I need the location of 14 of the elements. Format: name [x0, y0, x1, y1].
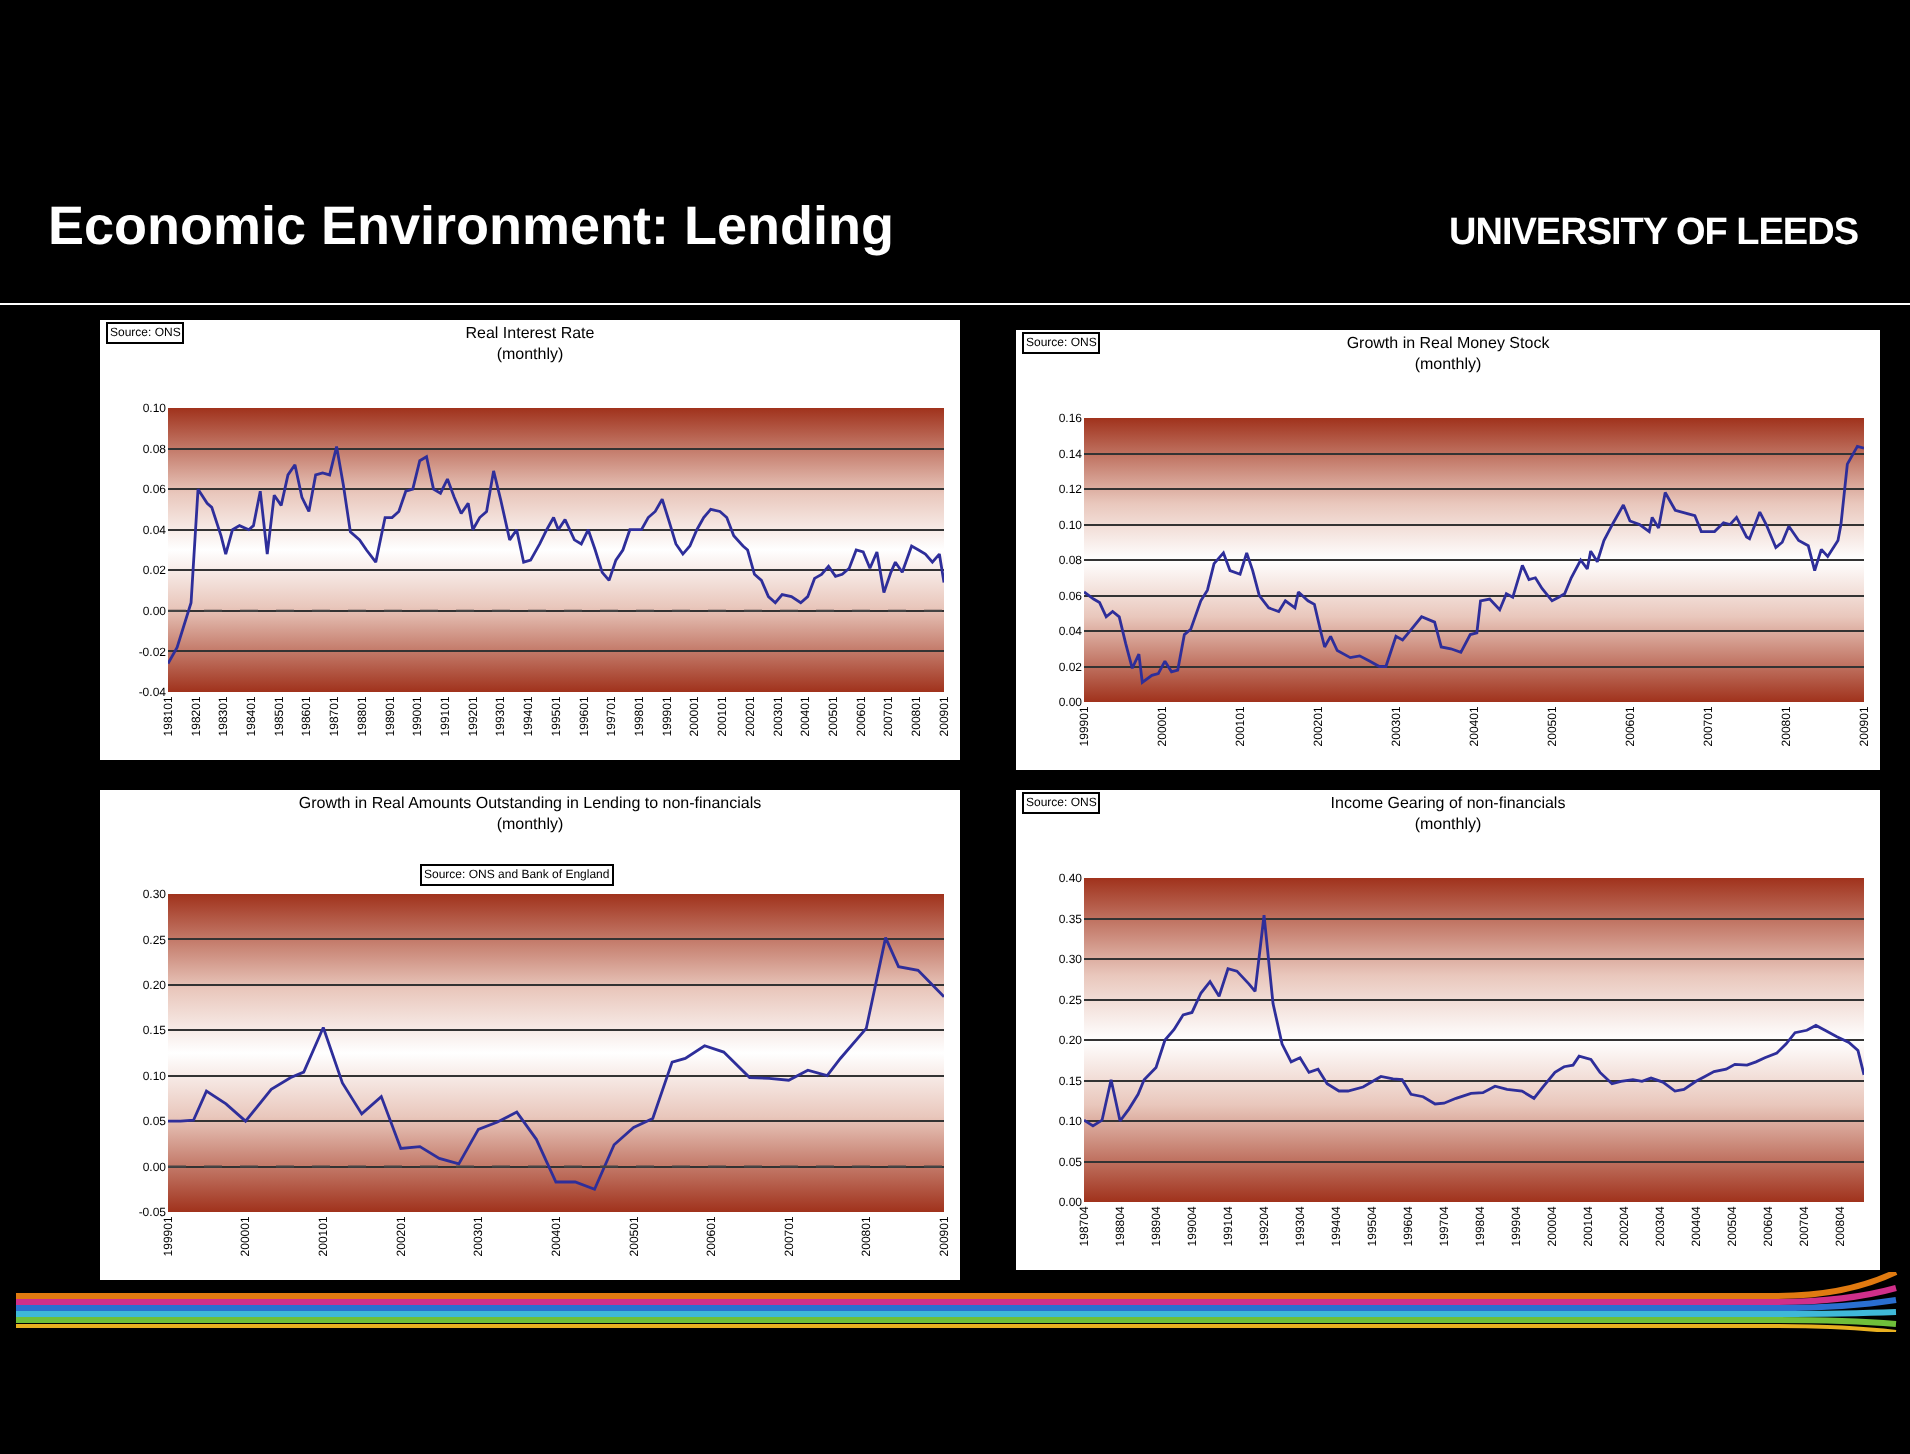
chart-subtitle: (monthly)	[1414, 354, 1483, 373]
chart-subtitle: (monthly)	[496, 814, 565, 833]
line-series	[168, 445, 944, 665]
chart-title: Growth in Real Money Stock	[1346, 334, 1552, 352]
line-series	[1084, 913, 1864, 1128]
chart-subtitle: (monthly)	[1414, 814, 1483, 833]
text: UNIVERSITY OF LEEDS	[1449, 212, 1858, 256]
text: Economic Environment: Lending	[48, 196, 895, 258]
chart-title: Real Interest Rate	[465, 324, 596, 342]
chart-title: Growth in Real Amounts Outstanding in Lending to non-financials	[298, 794, 762, 812]
line-series	[168, 936, 944, 1191]
chart-subtitle: (monthly)	[496, 344, 565, 363]
line-series	[1084, 445, 1864, 684]
chart-title: Income Gearing of non-financials	[1330, 794, 1566, 812]
